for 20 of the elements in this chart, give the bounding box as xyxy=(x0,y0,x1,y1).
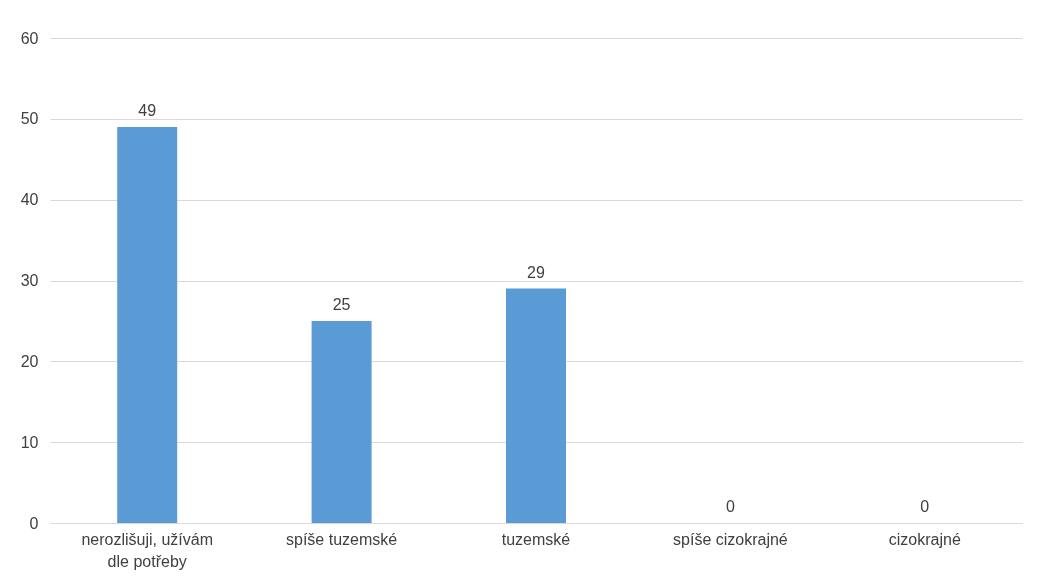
x-tick-label: tuzemské xyxy=(501,530,571,548)
data-label: 25 xyxy=(332,295,351,313)
x-tick-label: spíše tuzemské xyxy=(286,530,398,548)
y-tick-label: 20 xyxy=(20,352,39,370)
bar xyxy=(311,320,372,523)
x-tick-label: spíše cizokrajné xyxy=(673,530,788,548)
bar xyxy=(506,288,566,523)
y-tick-label: 30 xyxy=(20,272,39,289)
y-tick-label: 40 xyxy=(20,191,39,209)
bar xyxy=(117,126,178,523)
data-label: 0 xyxy=(920,498,930,515)
x-tick-label: cizokrajné xyxy=(888,530,961,548)
x-tick-label: nerozlišuji, užívám dle potřeby xyxy=(81,530,213,570)
y-tick-label: 0 xyxy=(29,514,39,532)
data-label: 49 xyxy=(138,101,157,119)
data-label: 29 xyxy=(527,263,545,281)
data-label: 0 xyxy=(725,498,735,515)
y-tick-label: 50 xyxy=(20,110,39,128)
y-tick-label: 60 xyxy=(20,29,39,47)
y-tick-label: 10 xyxy=(20,433,39,451)
